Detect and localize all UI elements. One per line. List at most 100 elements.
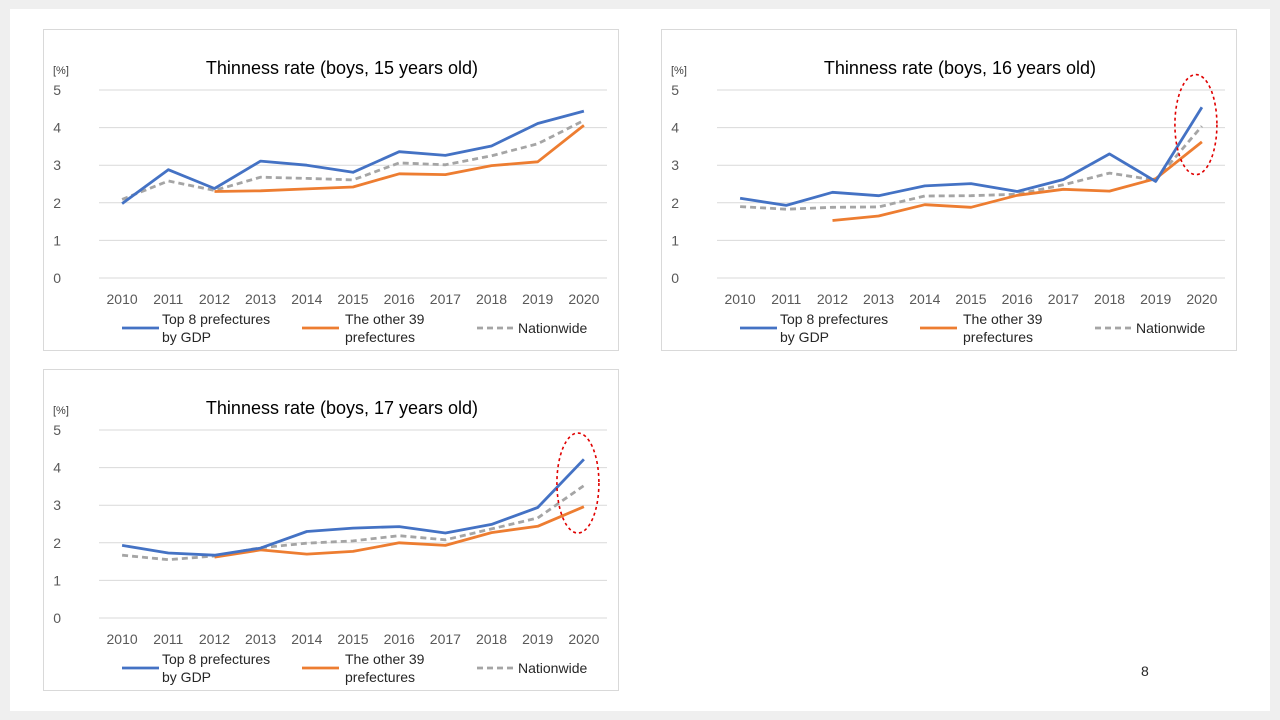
- x-tick-label: 2010: [107, 291, 138, 307]
- series-nationwide: [121, 119, 585, 201]
- x-tick-label: 2018: [476, 631, 507, 647]
- legend-label-top8: by GDP: [780, 329, 829, 345]
- chart-boys-16: Thinness rate (boys, 16 years old) [%] 0 1 2…: [661, 29, 1237, 351]
- highlight-ellipse: [1174, 73, 1218, 176]
- legend-label-nationwide: Nationwide: [518, 660, 587, 676]
- y-tick-label: 0: [53, 270, 61, 286]
- series-line-nationwide: [121, 119, 585, 201]
- legend-label-other39: prefectures: [345, 329, 415, 345]
- chart-svg: Thinness rate (boys, 16 years old) [%] 0 1 2…: [671, 58, 1225, 345]
- y-tick-label: 0: [671, 270, 679, 286]
- series-top8: [121, 109, 585, 205]
- y-tick-label: 2: [53, 195, 61, 211]
- x-tick-label: 2014: [291, 631, 322, 647]
- legend-label-top8: Top 8 prefectures: [162, 311, 270, 327]
- chart-boys-17: Thinness rate (boys, 17 years old) [%] 0 1 2…: [43, 369, 619, 691]
- page-number: 8: [1141, 663, 1149, 679]
- x-tick-label: 2017: [430, 631, 461, 647]
- unit-label: [%]: [671, 65, 687, 77]
- series-nationwide: [121, 484, 585, 562]
- legend-item-other39: The other 39 prefectures: [302, 311, 425, 345]
- unit-label: [%]: [53, 405, 69, 417]
- x-tick-label: 2017: [1048, 291, 1079, 307]
- x-tick-label: 2019: [522, 291, 553, 307]
- x-tick-label: 2015: [337, 631, 368, 647]
- x-tick-label: 2014: [909, 291, 940, 307]
- series-line-top8: [121, 458, 585, 557]
- series-line-nationwide: [121, 484, 585, 562]
- series-top8: [739, 106, 1204, 207]
- series-other39: [214, 505, 585, 559]
- x-tick-label: 2013: [245, 291, 276, 307]
- chart-title: Thinness rate (boys, 15 years old): [206, 58, 478, 78]
- x-tick-label: 2010: [725, 291, 756, 307]
- x-tick-label: 2011: [153, 291, 183, 307]
- series-other39: [214, 124, 585, 193]
- series-line-nationwide: [740, 125, 1203, 211]
- legend-item-nationwide: Nationwide: [477, 660, 587, 676]
- series-line-other39: [832, 140, 1203, 222]
- x-tick-label: 2010: [107, 631, 138, 647]
- legend-label-top8: by GDP: [162, 669, 211, 685]
- x-tick-label: 2015: [955, 291, 986, 307]
- legend-label-nationwide: Nationwide: [1136, 320, 1205, 336]
- legend-label-other39: prefectures: [963, 329, 1033, 345]
- series-line-other39: [214, 505, 585, 559]
- y-tick-label: 2: [53, 535, 61, 551]
- x-tick-label: 2011: [153, 631, 183, 647]
- series-line-top8: [739, 106, 1204, 207]
- y-tick-label: 0: [53, 610, 61, 626]
- legend-item-nationwide: Nationwide: [1095, 320, 1205, 336]
- legend-label-other39: The other 39: [963, 311, 1043, 327]
- x-tick-label: 2012: [817, 291, 848, 307]
- x-tick-label: 2020: [1186, 291, 1217, 307]
- legend-item-top8: Top 8 prefectures by GDP: [122, 311, 270, 345]
- x-tick-label: 2016: [384, 631, 415, 647]
- y-tick-label: 1: [53, 572, 61, 588]
- chart-boys-15: Thinness rate (boys, 15 years old) [%] 0 1 2…: [43, 29, 619, 351]
- chart-svg: Thinness rate (boys, 17 years old) [%] 0 1 2…: [53, 398, 607, 685]
- legend-item-top8: Top 8 prefectures by GDP: [122, 651, 270, 685]
- y-tick-label: 2: [671, 195, 679, 211]
- y-tick-label: 3: [53, 497, 61, 513]
- legend-label-top8: Top 8 prefectures: [780, 311, 888, 327]
- x-tick-label: 2018: [1094, 291, 1125, 307]
- legend-item-other39: The other 39 prefectures: [302, 651, 425, 685]
- legend-label-other39: The other 39: [345, 651, 425, 667]
- legend-item-nationwide: Nationwide: [477, 320, 587, 336]
- series-other39: [832, 140, 1203, 222]
- y-tick-label: 4: [53, 460, 61, 476]
- series-line-top8: [121, 109, 585, 205]
- unit-label: [%]: [53, 65, 69, 77]
- y-tick-label: 3: [671, 157, 679, 173]
- y-tick-label: 5: [671, 82, 679, 98]
- legend-item-top8: Top 8 prefectures by GDP: [740, 311, 888, 345]
- x-tick-label: 2019: [522, 631, 553, 647]
- series-line-other39: [214, 124, 585, 193]
- chart-title: Thinness rate (boys, 16 years old): [824, 58, 1096, 78]
- x-tick-label: 2013: [245, 631, 276, 647]
- x-tick-label: 2016: [1002, 291, 1033, 307]
- x-tick-label: 2020: [568, 631, 599, 647]
- legend-label-nationwide: Nationwide: [518, 320, 587, 336]
- x-tick-label: 2015: [337, 291, 368, 307]
- legend-label-other39: prefectures: [345, 669, 415, 685]
- legend-label-top8: by GDP: [162, 329, 211, 345]
- y-tick-label: 5: [53, 422, 61, 438]
- chart-svg: Thinness rate (boys, 15 years old) [%] 0 1 2…: [53, 58, 607, 345]
- x-tick-label: 2013: [863, 291, 894, 307]
- y-tick-label: 1: [53, 232, 61, 248]
- series-nationwide: [740, 125, 1203, 211]
- x-tick-label: 2016: [384, 291, 415, 307]
- x-tick-label: 2018: [476, 291, 507, 307]
- y-tick-label: 4: [53, 120, 61, 136]
- series-top8: [121, 458, 585, 557]
- x-tick-label: 2014: [291, 291, 322, 307]
- x-tick-label: 2020: [568, 291, 599, 307]
- chart-title: Thinness rate (boys, 17 years old): [206, 398, 478, 418]
- x-tick-label: 2012: [199, 291, 230, 307]
- legend-label-other39: The other 39: [345, 311, 425, 327]
- y-tick-label: 5: [53, 82, 61, 98]
- legend-label-top8: Top 8 prefectures: [162, 651, 270, 667]
- x-tick-label: 2011: [771, 291, 801, 307]
